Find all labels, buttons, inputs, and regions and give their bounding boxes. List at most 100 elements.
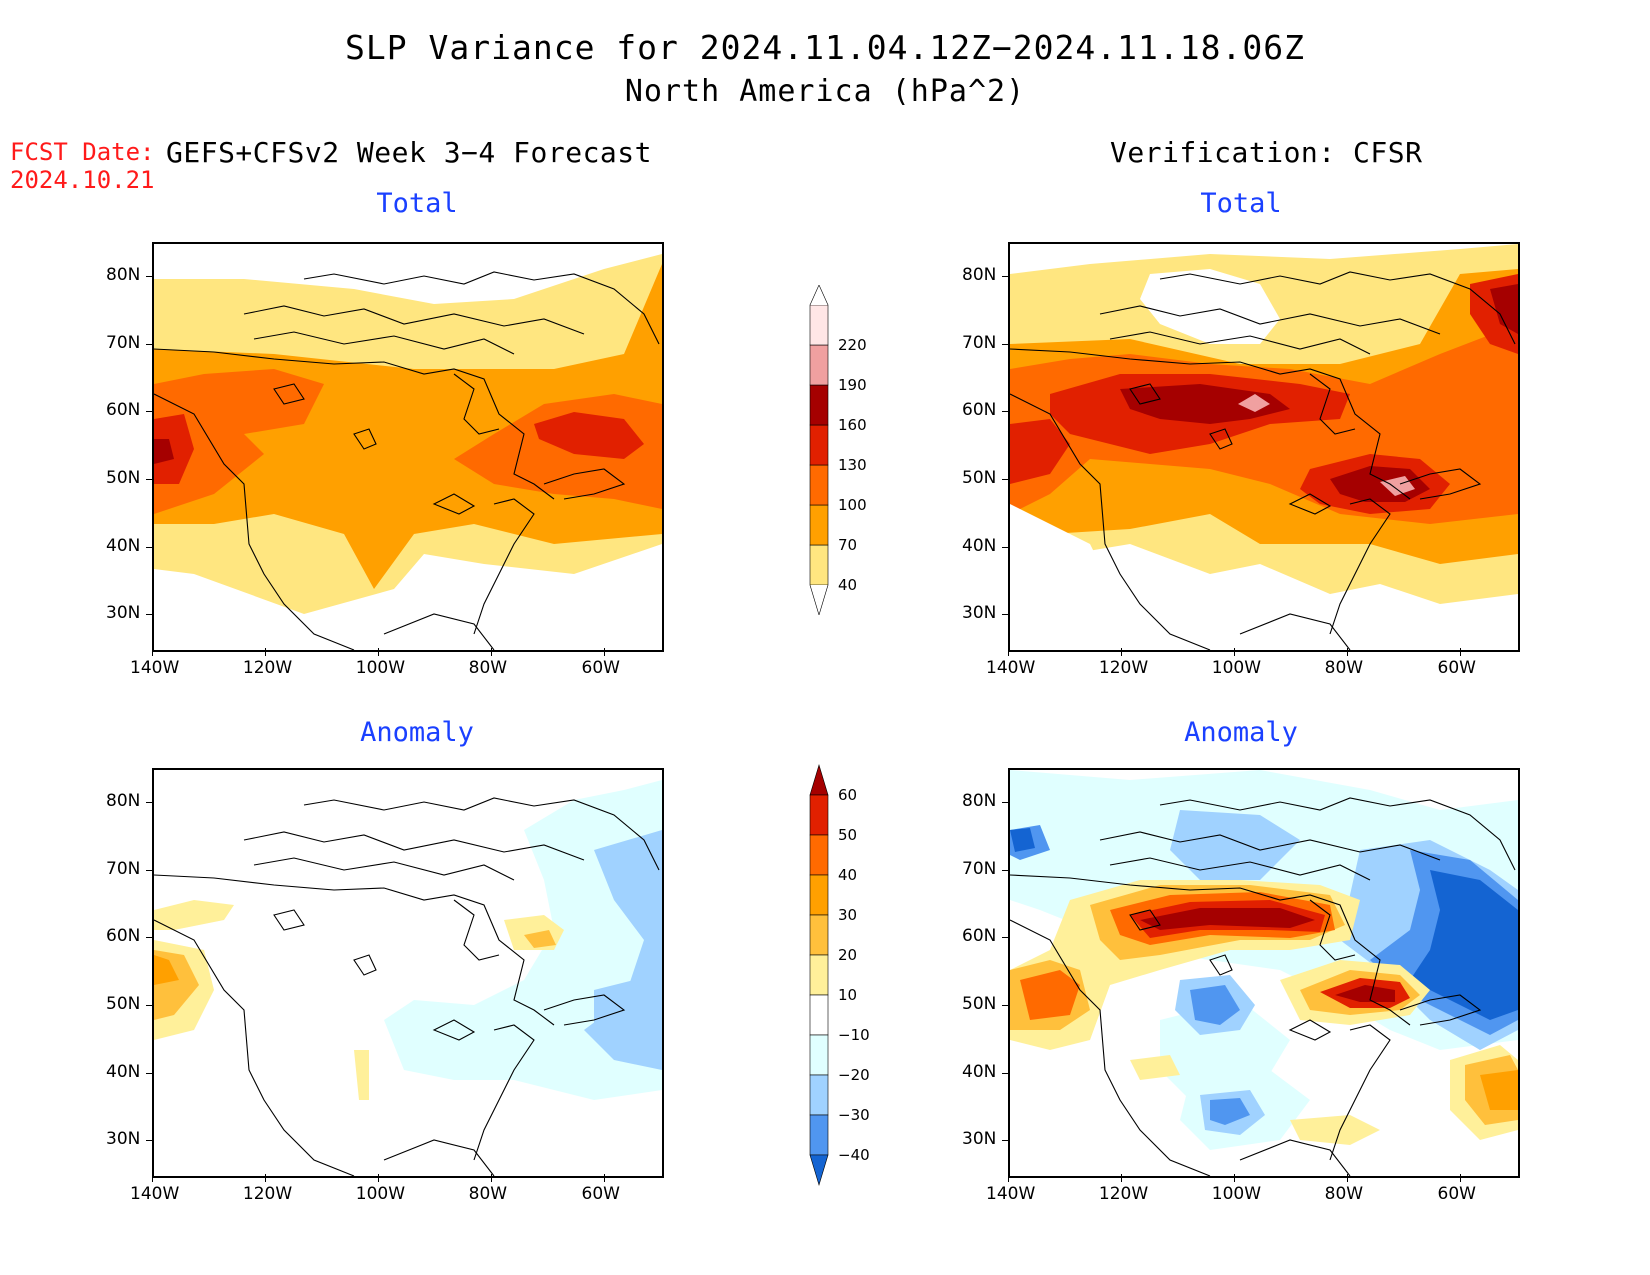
lat-tick-label: 70N [106, 858, 141, 879]
colorbar-total-box [809, 464, 829, 506]
colorbar-total-box [809, 304, 829, 346]
lon-tick-label: 100W [355, 658, 406, 678]
colorbar-total: 40 70 100 130 160 190 220 [800, 285, 890, 615]
lon-tick-mark [603, 648, 605, 656]
lat-tick-label: 50N [962, 993, 997, 1014]
lon-tick-label: 80W [1324, 1184, 1364, 1204]
lon-tick-mark [264, 648, 266, 656]
lon-tick-label: 100W [355, 1184, 406, 1204]
lat-tick-label: 60N [962, 926, 997, 947]
lat-tick-label: 40N [962, 535, 997, 556]
right-column-title: Verification: CFSR [1110, 136, 1423, 169]
colorbar-anomaly-box [809, 954, 829, 996]
colorbar-anomaly-label: 30 [838, 906, 858, 924]
lon-tick-mark [490, 1174, 492, 1182]
verif-total-map [1008, 242, 1520, 652]
lon-tick-label: 140W [130, 1184, 180, 1204]
lat-tick-mark [1002, 1072, 1010, 1074]
lat-tick-label: 80N [962, 790, 997, 811]
lon-tick-mark [152, 1174, 153, 1182]
colorbar-total-label: 40 [838, 576, 858, 594]
colorbar-total-box [809, 424, 829, 466]
lat-tick-mark [146, 1072, 154, 1074]
lon-tick-mark [490, 648, 492, 656]
lat-tick-mark [1002, 1004, 1010, 1006]
lat-tick-label: 60N [106, 400, 141, 421]
colorbar-anomaly-box [809, 914, 829, 956]
lat-tick-label: 40N [106, 535, 141, 556]
lon-tick-mark [152, 648, 153, 656]
colorbar-total-label: 220 [838, 336, 867, 354]
colorbar-total-bottom-arrow [809, 584, 829, 615]
lat-tick-label: 80N [106, 264, 141, 285]
lat-tick-label: 50N [106, 993, 141, 1014]
colorbar-anomaly-box [809, 834, 829, 876]
lon-tick-mark [1233, 1174, 1235, 1182]
forecast-anomaly-subtitle: Anomaly [360, 717, 474, 748]
lat-tick-label: 80N [106, 790, 141, 811]
lon-tick-mark [377, 1174, 379, 1182]
lon-tick-label: 60W [1437, 1184, 1476, 1204]
colorbar-anomaly-label: −30 [838, 1106, 870, 1124]
lat-tick-mark [1002, 869, 1010, 871]
verif-total-subtitle: Total [1200, 188, 1282, 219]
lat-tick-label: 40N [962, 1061, 997, 1082]
colorbar-anomaly-box [809, 1114, 829, 1156]
lat-tick-label: 70N [962, 858, 997, 879]
lat-tick-mark [146, 869, 154, 871]
lat-tick-mark [146, 478, 154, 480]
lon-tick-label: 120W [242, 658, 293, 678]
lat-tick-label: 30N [962, 603, 997, 624]
lat-tick-label: 30N [962, 1129, 997, 1150]
main-subtitle: North America (hPa^2) [624, 74, 1026, 109]
lon-tick-mark [603, 1174, 605, 1182]
lon-tick-mark [1346, 1174, 1348, 1182]
colorbar-total-label: 190 [838, 376, 867, 394]
verif-anomaly-map [1008, 768, 1520, 1178]
lat-tick-mark [146, 411, 154, 413]
colorbar-anomaly-label: −10 [838, 1026, 870, 1044]
lon-tick-label: 140W [986, 1184, 1036, 1204]
lat-tick-mark [146, 1140, 154, 1142]
colorbar-anomaly-box [809, 994, 829, 1036]
colorbar-total-label: 160 [838, 416, 867, 434]
colorbar-anomaly-label: 50 [838, 826, 858, 844]
lat-tick-mark [146, 1004, 154, 1006]
colorbar-anomaly-label: 20 [838, 946, 858, 964]
lat-tick-mark [1002, 1140, 1010, 1142]
colorbar-total-label: 70 [838, 536, 858, 554]
lat-tick-label: 40N [106, 1061, 141, 1082]
lat-tick-label: 50N [106, 467, 141, 488]
lon-tick-label: 140W [986, 658, 1036, 678]
colorbar-anomaly-box [809, 1034, 829, 1076]
lat-tick-label: 60N [106, 926, 141, 947]
lat-tick-mark [1002, 937, 1010, 939]
lon-tick-mark [264, 1174, 266, 1182]
colorbar-total-label: 100 [838, 496, 867, 514]
fcst-date-value: 2024.10.21 [10, 166, 155, 194]
lon-tick-mark [1008, 648, 1009, 656]
lon-tick-label: 100W [1211, 1184, 1262, 1204]
colorbar-anomaly-label: −40 [838, 1146, 870, 1164]
forecast-total-subtitle: Total [376, 188, 458, 219]
verif-anomaly-subtitle: Anomaly [1184, 717, 1298, 748]
colorbar-anomaly-box [809, 874, 829, 916]
lat-tick-mark [1002, 614, 1010, 616]
lat-tick-mark [1002, 343, 1010, 345]
lat-tick-label: 70N [106, 332, 141, 353]
lat-tick-mark [146, 275, 154, 277]
colorbar-anomaly-bottom-arrow [809, 1154, 829, 1187]
lon-tick-label: 80W [468, 658, 508, 678]
lon-tick-label: 80W [1324, 658, 1364, 678]
colorbar-total-top-arrow [809, 285, 829, 306]
colorbar-anomaly-top-arrow [809, 763, 829, 796]
lat-tick-mark [1002, 546, 1010, 548]
colorbar-anomaly-label: 10 [838, 986, 858, 1004]
forecast-anomaly-map [152, 768, 664, 1178]
colorbar-anomaly-box [809, 794, 829, 836]
colorbar-total-box [809, 384, 829, 426]
colorbar-total-box [809, 344, 829, 386]
colorbar-anomaly-label: 40 [838, 866, 858, 884]
lat-tick-mark [1002, 275, 1010, 277]
lon-tick-label: 120W [1098, 1184, 1149, 1204]
